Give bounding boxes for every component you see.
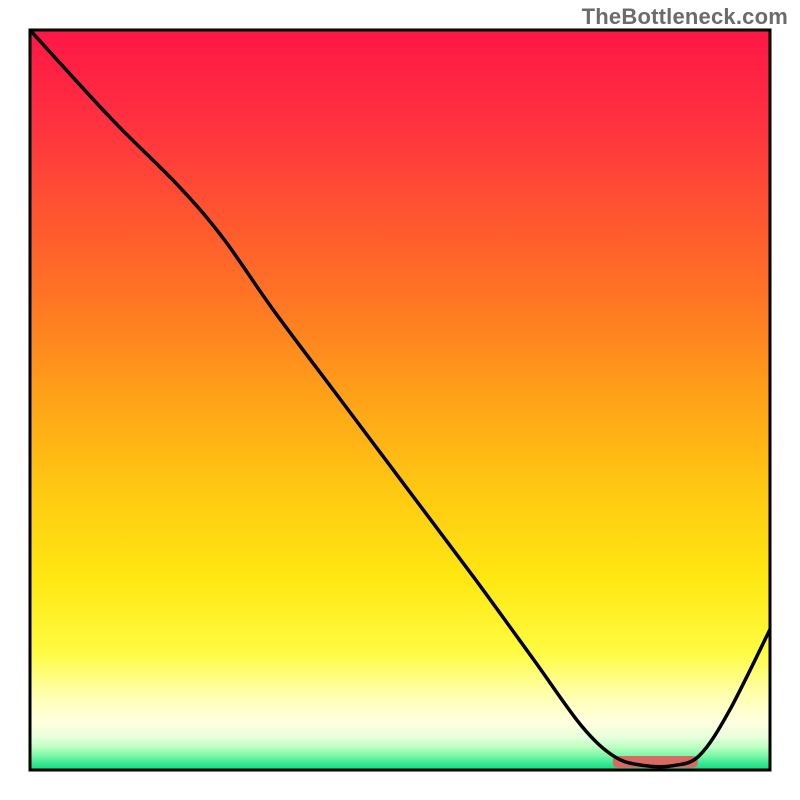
watermark-text: TheBottleneck.com bbox=[582, 4, 788, 30]
chart-container: TheBottleneck.com bbox=[0, 0, 800, 800]
bottleneck-chart bbox=[0, 0, 800, 800]
gradient-background bbox=[30, 30, 770, 770]
plot-area bbox=[30, 30, 770, 770]
